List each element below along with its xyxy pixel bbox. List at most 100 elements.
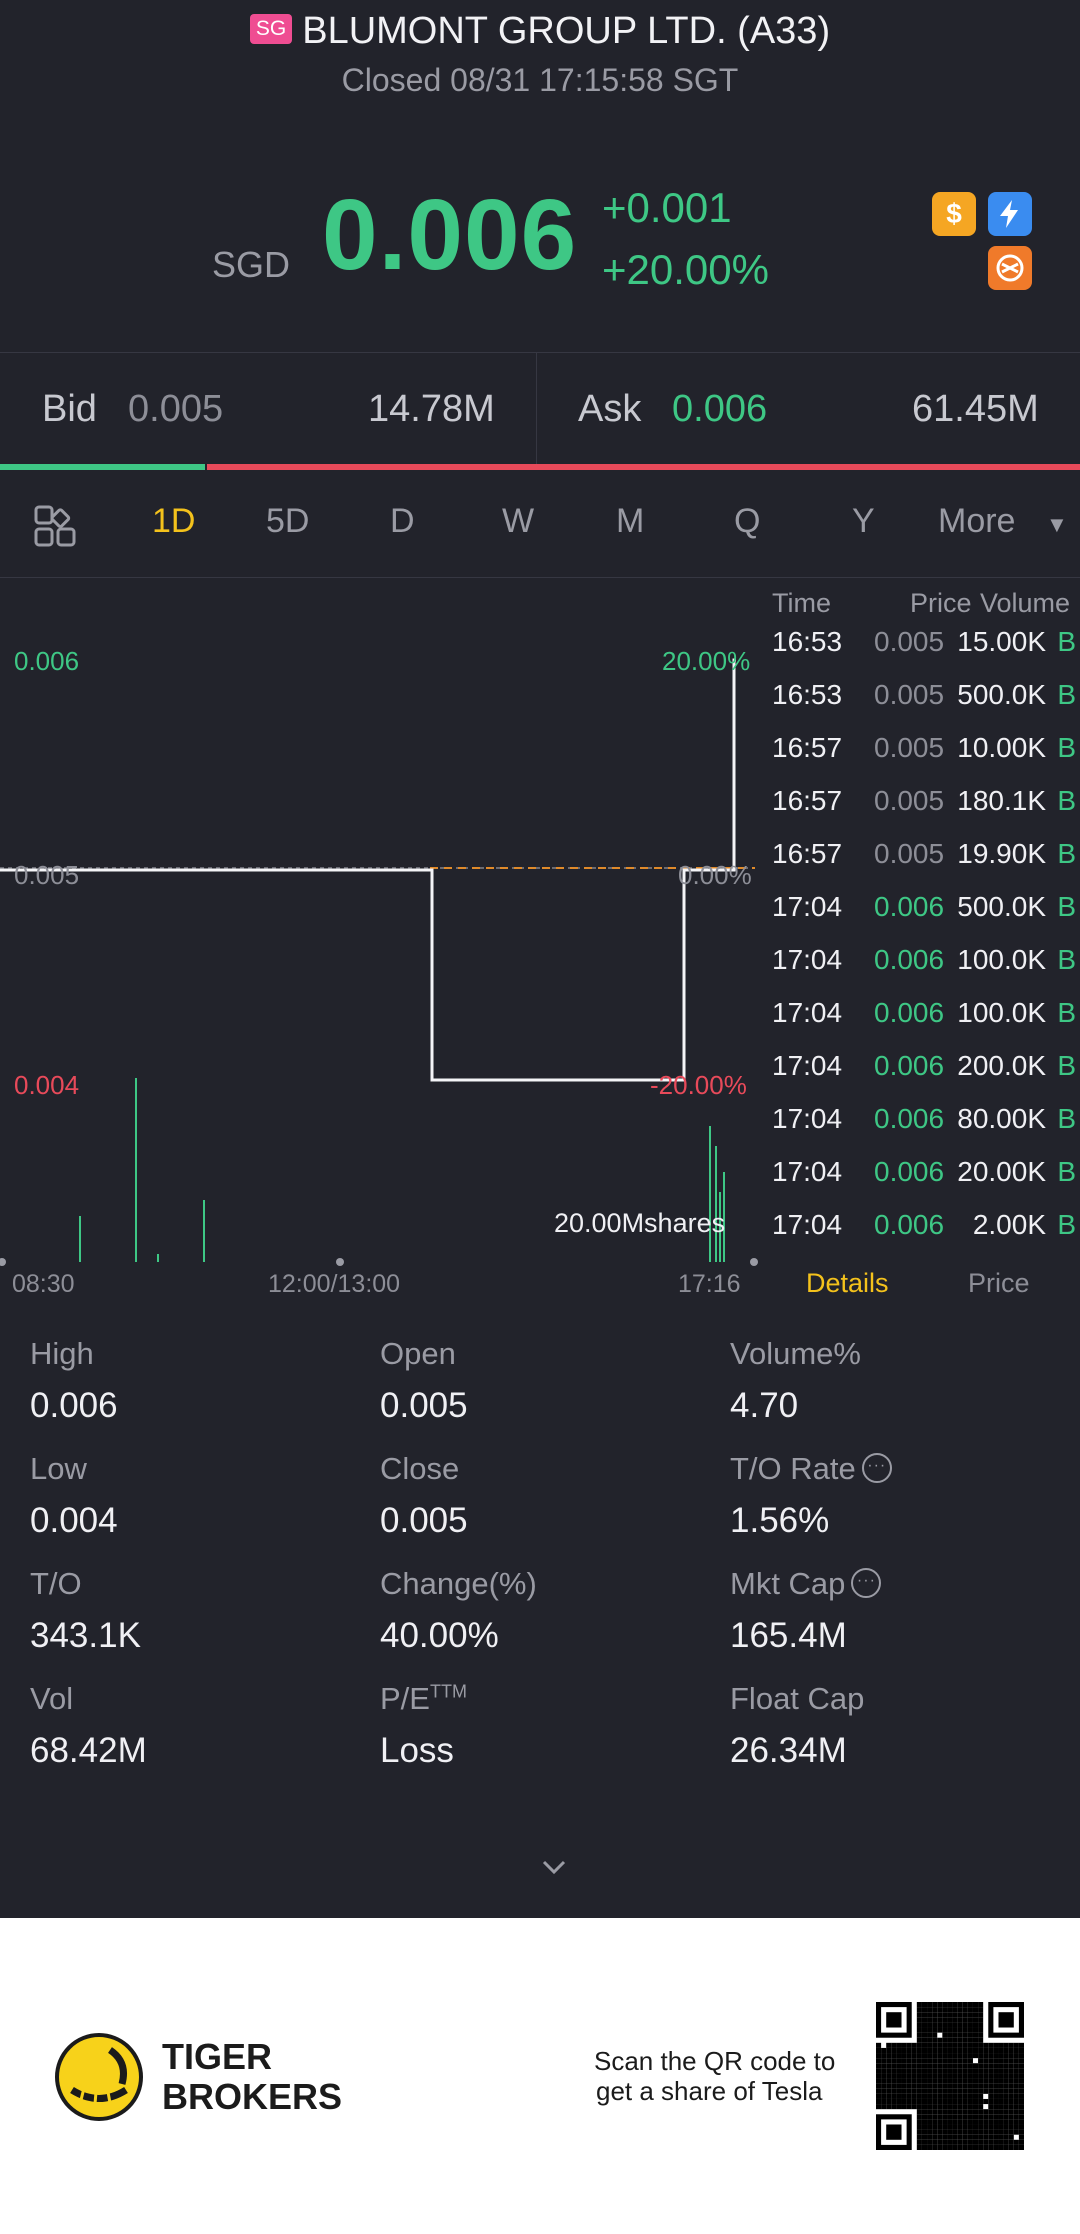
stat-value: 343.1K <box>30 1616 141 1655</box>
volume-bars <box>79 1078 725 1262</box>
trade-side: B <box>1057 1103 1076 1134</box>
qr-caption-line1: Scan the QR code to <box>594 2046 836 2076</box>
tab-day[interactable]: D <box>390 502 415 540</box>
chevron-down-icon[interactable] <box>530 1852 578 1882</box>
flash-icon[interactable] <box>988 192 1032 236</box>
stat-label-text: Low <box>30 1451 87 1486</box>
axis-dot-mid <box>336 1258 344 1266</box>
trade-time: 17:04 <box>772 1156 843 1187</box>
tab-month[interactable]: M <box>616 502 645 540</box>
stat-label: Vol <box>30 1681 73 1717</box>
stat-label: Low <box>30 1451 87 1487</box>
trade-time: 16:53 <box>772 679 843 710</box>
trade-row: 16:57 0.005 10.00K B <box>770 732 1080 784</box>
intraday-chart[interactable] <box>0 580 760 1300</box>
stat-value: 40.00% <box>380 1616 499 1655</box>
trade-volume: 200.0K <box>957 1050 1046 1081</box>
x-axis-label-end: 17:16 <box>678 1270 741 1298</box>
stat-label: P/ETTM <box>380 1681 467 1717</box>
trade-price: 0.005 <box>874 785 945 816</box>
market-badge: SG <box>249 13 293 44</box>
trade-time: 16:53 <box>772 626 843 657</box>
trade-time: 17:04 <box>772 1209 843 1240</box>
bid-price: 0.005 <box>128 388 224 430</box>
tab-quarter[interactable]: Q <box>734 502 761 540</box>
trade-price: 0.006 <box>874 891 945 922</box>
trade-time: 17:04 <box>772 997 843 1028</box>
qr-code[interactable] <box>876 2002 1024 2150</box>
trade-price: 0.005 <box>874 732 945 763</box>
trade-volume: 10.00K <box>957 732 1046 763</box>
trade-price: 0.006 <box>874 1156 945 1187</box>
ask-label: Ask <box>578 388 642 430</box>
trade-time: 17:04 <box>772 891 843 922</box>
trade-side: B <box>1057 732 1076 763</box>
trades-header-volume: Volume <box>980 588 1071 618</box>
stat-label: Volume% <box>730 1336 861 1372</box>
stat-label-sup: TTM <box>429 1681 467 1702</box>
options-icon[interactable] <box>988 246 1032 290</box>
trade-time: 17:04 <box>772 1050 843 1081</box>
trade-row: 17:04 0.006 500.0K B <box>770 891 1080 943</box>
trade-side: B <box>1057 785 1076 816</box>
tab-year[interactable]: Y <box>852 502 875 540</box>
trade-price: 0.005 <box>874 838 945 869</box>
trade-price: 0.005 <box>874 679 945 710</box>
stat-label-text: Change(%) <box>380 1566 537 1601</box>
trade-row: 17:04 0.006 100.0K B <box>770 944 1080 996</box>
tab-week[interactable]: W <box>502 502 535 540</box>
trade-volume: 100.0K <box>957 944 1046 975</box>
info-icon[interactable]: ··· <box>851 1567 882 1598</box>
trade-row: 16:53 0.005 15.00K B <box>770 626 1080 678</box>
trade-time: 16:57 <box>772 785 843 816</box>
chart-period-tabs <box>0 472 1080 578</box>
dollar-icon[interactable]: $ <box>932 192 976 236</box>
chevron-down-icon[interactable]: ▼ <box>1046 512 1068 537</box>
stat-label-text: Float Cap <box>730 1681 865 1716</box>
stat-value: 1.56% <box>730 1501 830 1540</box>
qr-caption-line2: get a share of Tesla <box>596 2076 823 2106</box>
info-icon[interactable]: ··· <box>861 1452 892 1483</box>
tab-1d[interactable]: 1D <box>152 502 196 540</box>
stat-label: Mkt Cap ··· <box>730 1566 882 1602</box>
brand-name-line1: TIGER <box>162 2036 273 2077</box>
trades-header-time: Time <box>772 588 831 618</box>
stat-label: Open <box>380 1336 456 1372</box>
ask-price: 0.006 <box>672 388 768 430</box>
stat-value: Loss <box>380 1731 454 1770</box>
tab-details[interactable]: Details <box>806 1268 889 1298</box>
trade-row: 17:04 0.006 80.00K B <box>770 1103 1080 1155</box>
bid-ratio-bar <box>0 464 205 470</box>
pct-axis-label-mid: 0.00% <box>678 860 752 890</box>
tab-price[interactable]: Price <box>968 1268 1030 1298</box>
tab-5d[interactable]: 5D <box>266 502 310 540</box>
trade-row: 17:04 0.006 2.00K B <box>770 1209 1080 1261</box>
tiger-logo-icon <box>55 2033 143 2121</box>
ask-ratio-bar <box>207 464 1080 470</box>
trade-price: 0.006 <box>874 1209 945 1240</box>
stat-label-text: Open <box>380 1336 456 1371</box>
divider <box>536 352 537 466</box>
bid-label: Bid <box>42 388 97 430</box>
trade-side: B <box>1057 626 1076 657</box>
trade-volume: 20.00K <box>957 1156 1046 1187</box>
trade-volume: 500.0K <box>957 679 1046 710</box>
stat-label-text: Mkt Cap <box>730 1566 846 1601</box>
axis-dot-start <box>0 1258 6 1266</box>
trade-side: B <box>1057 1050 1076 1081</box>
trade-volume: 15.00K <box>957 626 1046 657</box>
price-change-percent: +20.00% <box>602 246 769 293</box>
trade-price: 0.006 <box>874 1050 945 1081</box>
market-status: Closed 08/31 17:15:58 SGT <box>341 62 739 98</box>
grid-icon[interactable] <box>34 505 76 547</box>
trade-volume: 2.00K <box>972 1209 1046 1240</box>
trade-row: 16:57 0.005 19.90K B <box>770 838 1080 890</box>
stock-name: BLUMONT GROUP LTD. (A33) <box>302 10 831 52</box>
stat-label-text: T/O Rate <box>730 1451 856 1486</box>
trade-time: 17:04 <box>772 1103 843 1134</box>
trade-price: 0.006 <box>874 1103 945 1134</box>
tab-more[interactable]: More <box>938 502 1016 540</box>
ask-size: 61.45M <box>912 388 1039 430</box>
stat-value: 0.006 <box>30 1386 118 1425</box>
brand-name-line2: BROKERS <box>162 2076 343 2117</box>
